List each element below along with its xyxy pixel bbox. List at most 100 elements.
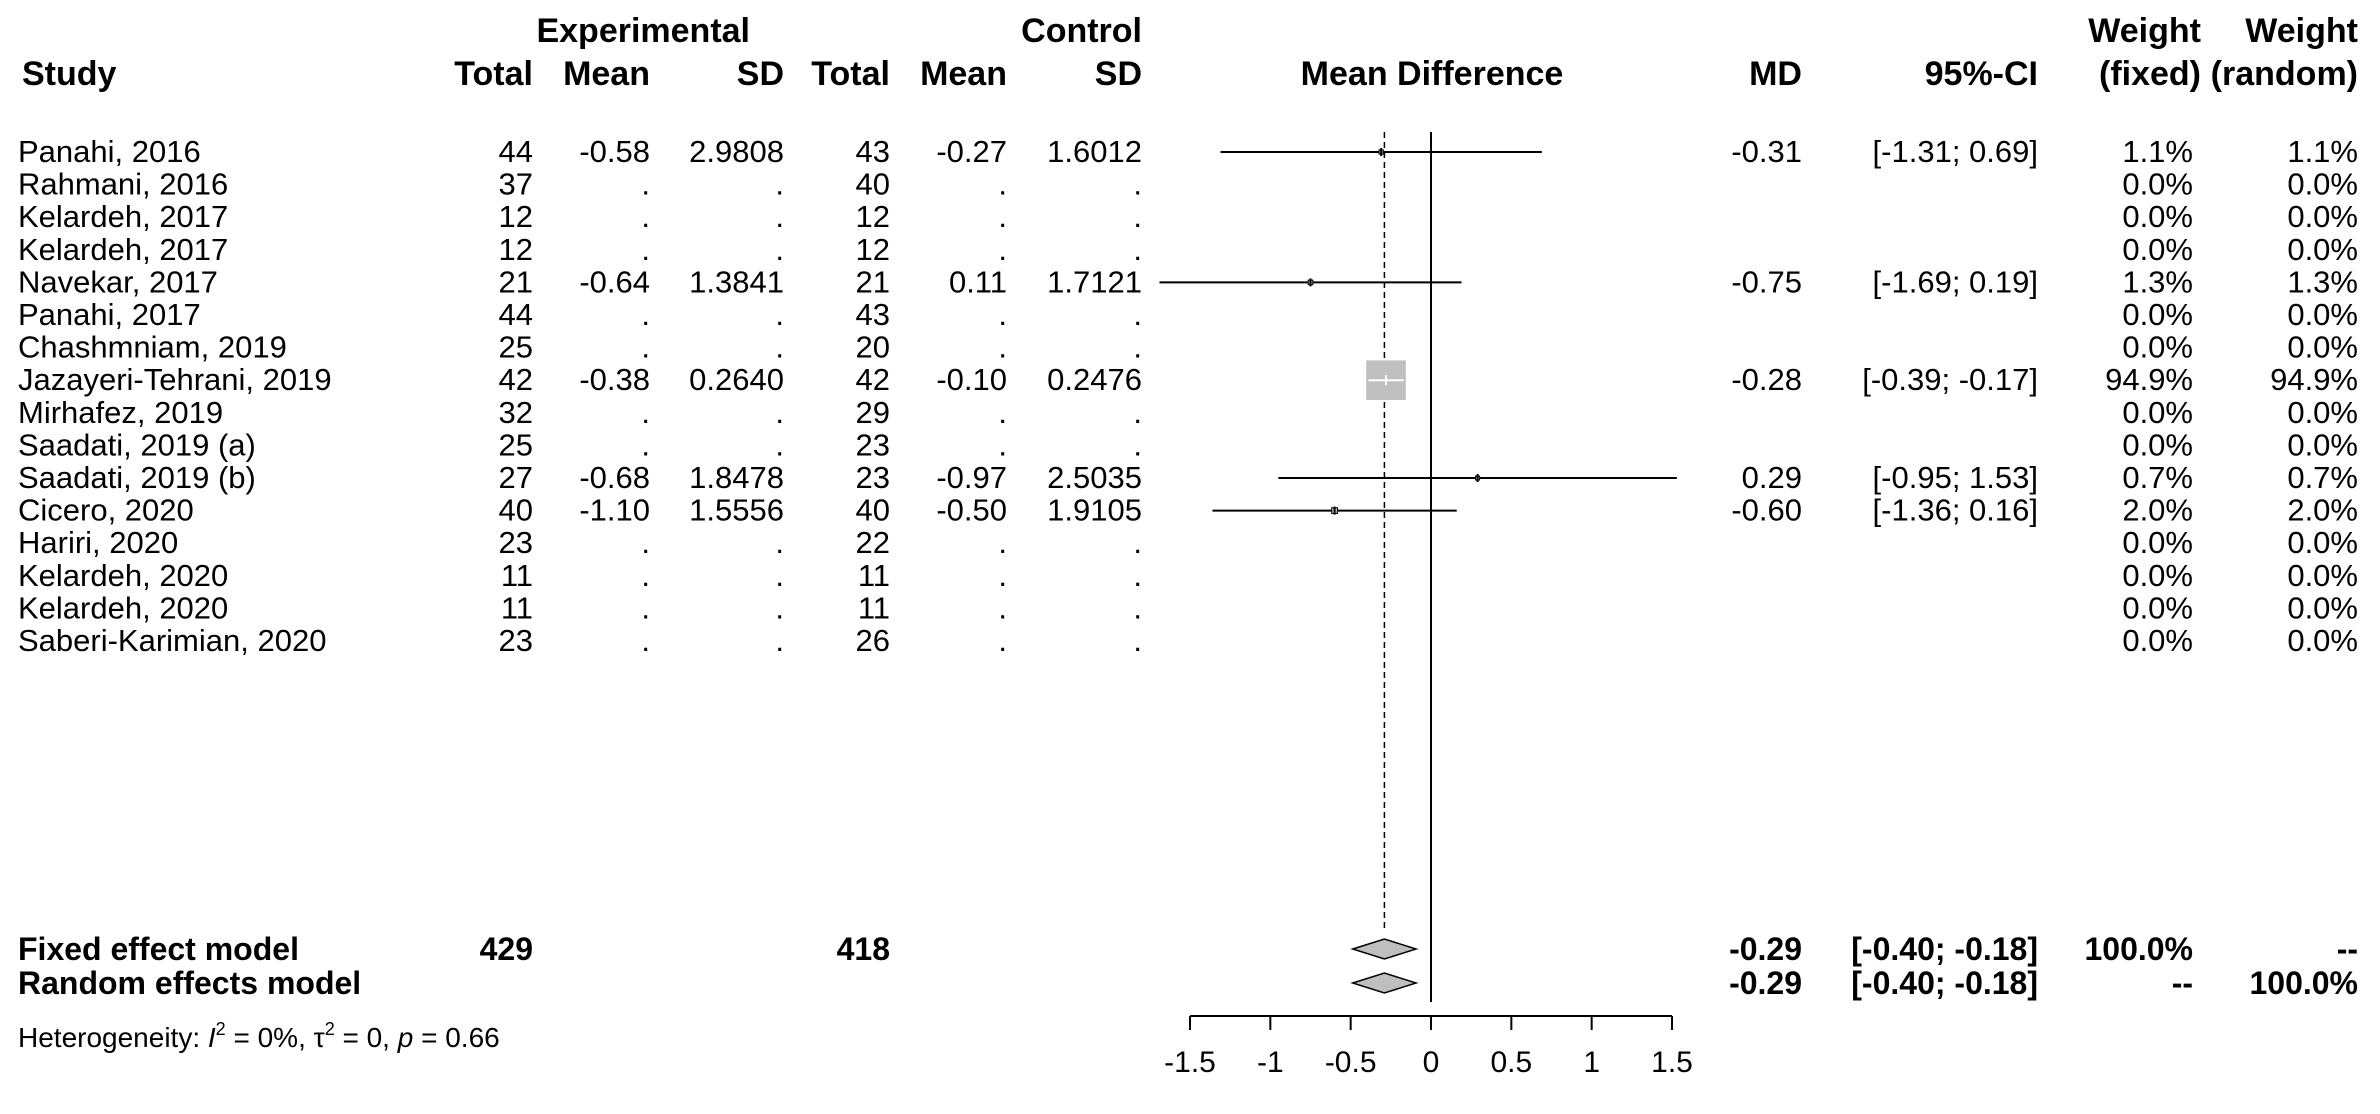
summary-row: Random effects model -0.29 [-0.40; -0.18] -… [18, 965, 2358, 1001]
summary-cell-w-random: 100.0% [2249, 965, 2358, 1001]
table-row: Chashmniam, 2019 25.. 20.. 0.0% 0.0% [18, 330, 2358, 365]
cell-md: -0.75 [1731, 264, 1802, 299]
cell-w-random: 0.7% [2287, 460, 2358, 495]
cell-w-random: 0.0% [2287, 167, 2358, 202]
cell-w-fixed: 0.0% [2122, 199, 2193, 234]
cell-e-total: 11 [501, 558, 533, 593]
summary-cell-label: Random effects model [18, 965, 361, 1001]
cell-e-sd: . [775, 525, 784, 560]
cell-c-mean: . [998, 558, 1007, 593]
cell-w-random: 0.0% [2287, 525, 2358, 560]
x-axis-tick-label: -1 [1257, 1046, 1284, 1079]
table-row: Kelardeh, 2020 11.. 11.. 0.0% 0.0% [18, 590, 2358, 625]
cell-e-mean: . [641, 558, 650, 593]
cell-c-sd: 1.7121 [1047, 264, 1142, 299]
cell-w-random: 0.0% [2287, 590, 2358, 625]
cell-study: Saberi-Karimian, 2020 [18, 623, 326, 658]
cell-md: -0.31 [1731, 134, 1802, 169]
weight-random-subheader: (random) [2211, 55, 2358, 93]
experimental-total-header: Total [454, 55, 533, 93]
cell-c-sd: . [1133, 590, 1142, 625]
cell-w-fixed: 0.0% [2122, 590, 2193, 625]
cell-c-total: 21 [856, 264, 890, 299]
cell-w-random: 1.3% [2287, 264, 2358, 299]
summary-cell-md: -0.29 [1729, 931, 1802, 967]
cell-c-mean: . [998, 590, 1007, 625]
cell-e-total: 21 [499, 264, 533, 299]
cell-w-random: 0.0% [2287, 330, 2358, 365]
cell-c-sd: . [1133, 427, 1142, 462]
table-row: Cicero, 2020 40 -1.10 1.5556 40 -0.50 1.9105 -0… [18, 493, 2358, 528]
cell-c-sd: . [1133, 558, 1142, 593]
cell-w-random: 2.0% [2287, 493, 2358, 528]
cell-e-sd: 1.3841 [689, 264, 784, 299]
cell-e-total: 12 [499, 232, 533, 267]
cell-study: Hariri, 2020 [18, 525, 178, 560]
cell-c-sd: . [1133, 232, 1142, 267]
summary-cell-c-total: 418 [837, 931, 890, 967]
table-row: Panahi, 2016 44 -0.58 2.9808 43 -0.27 1.6012 -0… [18, 134, 2358, 169]
cell-e-total: 40 [499, 493, 533, 528]
cell-c-sd: 2.5035 [1047, 460, 1142, 495]
x-axis-tick-label: 1.5 [1651, 1046, 1693, 1079]
cell-w-random: 0.0% [2287, 558, 2358, 593]
cell-c-total: 12 [856, 199, 890, 234]
cell-e-sd: 1.5556 [689, 493, 784, 528]
cell-c-mean: . [998, 623, 1007, 658]
cell-c-mean: 0.11 [949, 264, 1007, 299]
cell-e-sd: . [775, 297, 784, 332]
cell-c-mean: . [998, 167, 1007, 202]
cell-e-mean: -1.10 [579, 493, 650, 528]
summary-cell-w-fixed: -- [2172, 965, 2193, 1001]
cell-e-total: 44 [499, 134, 533, 169]
cell-w-random: 0.0% [2287, 232, 2358, 267]
cell-w-fixed: 0.0% [2122, 232, 2193, 267]
x-axis-tick-label: 0 [1423, 1046, 1440, 1079]
x-axis-tick-label: -1.5 [1164, 1046, 1216, 1079]
table-header: Experimental Control Study Total Mean SD… [22, 12, 2358, 93]
cell-c-mean: -0.27 [936, 134, 1007, 169]
cell-study: Navekar, 2017 [18, 264, 218, 299]
cell-study: Saadati, 2019 (b) [18, 460, 256, 495]
cell-c-mean: . [998, 199, 1007, 234]
cell-e-total: 42 [499, 362, 533, 397]
cell-md: 0.29 [1742, 460, 1802, 495]
cell-e-sd: . [775, 167, 784, 202]
cell-w-fixed: 0.0% [2122, 330, 2193, 365]
cell-ci: [-0.39; -0.17] [1862, 362, 2038, 397]
control-group-header: Control [1021, 12, 1142, 50]
summary-cell-e-total: 429 [480, 931, 533, 967]
cell-study: Kelardeh, 2020 [18, 590, 228, 625]
cell-w-fixed: 0.0% [2122, 427, 2193, 462]
cell-c-total: 20 [856, 330, 890, 365]
cell-w-fixed: 0.7% [2122, 460, 2193, 495]
cell-e-sd: 2.9808 [689, 134, 784, 169]
control-total-header: Total [811, 55, 890, 93]
cell-c-mean: . [998, 395, 1007, 430]
cell-ci: [-1.31; 0.69] [1873, 134, 2038, 169]
cell-c-total: 29 [856, 395, 890, 430]
cell-w-random: 1.1% [2287, 134, 2358, 169]
cell-e-mean: . [641, 623, 650, 658]
cell-w-fixed: 1.3% [2122, 264, 2193, 299]
cell-e-total: 25 [499, 427, 533, 462]
cell-e-mean: . [641, 427, 650, 462]
weight-random-header: Weight [2245, 12, 2358, 50]
summary-cell-md: -0.29 [1729, 965, 1802, 1001]
cell-e-mean: . [641, 167, 650, 202]
cell-w-random: 0.0% [2287, 427, 2358, 462]
cell-study: Rahmani, 2016 [18, 167, 228, 202]
cell-e-mean: . [641, 232, 650, 267]
cell-ci: [-0.95; 1.53] [1873, 460, 2038, 495]
cell-e-total: 11 [501, 590, 533, 625]
cell-e-mean: -0.38 [579, 362, 650, 397]
cell-c-mean: . [998, 525, 1007, 560]
cell-e-mean: -0.68 [579, 460, 650, 495]
table-row: Mirhafez, 2019 32.. 29.. 0.0% 0.0% [18, 395, 2358, 430]
x-axis-tick-label: -0.5 [1325, 1046, 1377, 1079]
table-row: Navekar, 2017 21 -0.64 1.3841 21 0.11 1.7121 -0… [18, 264, 2358, 299]
ci-column-header: 95%-CI [1925, 55, 2038, 93]
cell-c-sd: . [1133, 297, 1142, 332]
cell-c-sd: . [1133, 199, 1142, 234]
